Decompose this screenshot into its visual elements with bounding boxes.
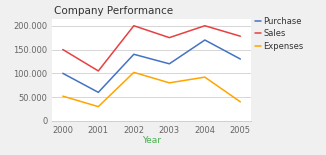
Purchase	[167, 63, 171, 65]
Expenses	[61, 95, 65, 97]
Expenses	[238, 101, 242, 103]
Line: Purchase: Purchase	[63, 40, 240, 92]
Purchase	[203, 39, 207, 41]
Sales	[61, 49, 65, 51]
Expenses	[203, 76, 207, 78]
Sales	[238, 35, 242, 37]
Sales	[132, 25, 136, 27]
Text: Company Performance: Company Performance	[54, 7, 173, 16]
Purchase	[132, 53, 136, 55]
Expenses	[96, 106, 100, 108]
Purchase	[238, 58, 242, 60]
Expenses	[132, 71, 136, 73]
Line: Expenses: Expenses	[63, 72, 240, 107]
Sales	[167, 37, 171, 39]
Purchase	[61, 72, 65, 74]
Sales	[96, 70, 100, 72]
Expenses	[167, 82, 171, 84]
Line: Sales: Sales	[63, 26, 240, 71]
Sales	[203, 25, 207, 27]
Legend: Purchase, Sales, Expenses: Purchase, Sales, Expenses	[255, 17, 304, 51]
X-axis label: Year: Year	[142, 136, 161, 145]
Purchase	[96, 91, 100, 93]
